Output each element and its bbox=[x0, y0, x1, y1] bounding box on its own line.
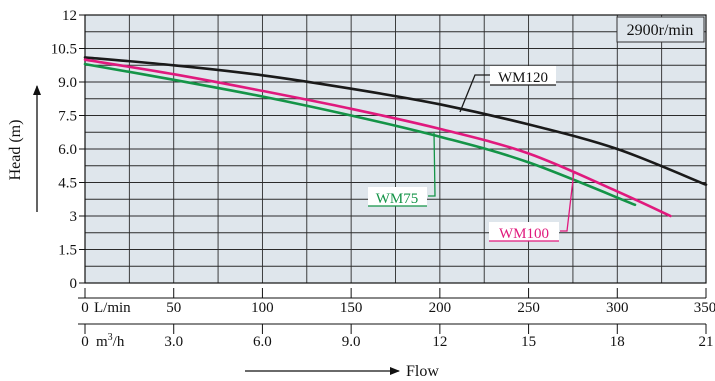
x-axis-m3h-ticks: 0 3.0 6.0 9.0 12 15 18 21 m3/h bbox=[78, 323, 714, 350]
y-tick-label: 10.5 bbox=[51, 42, 77, 58]
x-tick-label-m3h: 6.0 bbox=[253, 334, 272, 350]
speed-box bbox=[616, 16, 705, 43]
x-tick-label-lmin: 50 bbox=[166, 300, 181, 316]
x-tick-label-m3h: 9.0 bbox=[342, 334, 361, 350]
x-axis-label: Flow bbox=[406, 363, 439, 380]
x-tick-label-m3h: 12 bbox=[432, 334, 447, 350]
x-axis-unit-m3h: m3/h bbox=[96, 332, 125, 350]
x-tick-label-lmin: 350 bbox=[694, 300, 715, 316]
series-label-bg-wm100 bbox=[489, 222, 559, 241]
x-tick-label-lmin: 150 bbox=[340, 300, 363, 316]
x-axis-lmin-ticks: 0 L/min 50 100 150 200 250 300 350 bbox=[78, 288, 715, 316]
y-tick-label: 0 bbox=[70, 276, 78, 292]
y-tick-label: 1.5 bbox=[58, 243, 77, 259]
series-labels: WM120 WM100 WM75 bbox=[368, 66, 575, 242]
x-axis-unit-lmin: L/min bbox=[94, 300, 131, 316]
y-axis-label: Head (m) bbox=[7, 120, 24, 181]
series-label-bg-wm75 bbox=[368, 187, 427, 206]
x-tick-label-lmin: 200 bbox=[429, 300, 452, 316]
y-axis-ticks: 0 1.5 3 4.5 6.0 7.5 9.0 10.5 12 bbox=[51, 8, 85, 292]
x-tick-label-m3h: 21 bbox=[699, 334, 714, 350]
y-tick-label: 4.5 bbox=[58, 176, 77, 192]
series-label-bg-wm120 bbox=[490, 66, 556, 85]
series-label-wm120: WM120 bbox=[498, 70, 548, 86]
y-tick-label: 12 bbox=[62, 8, 77, 24]
x-tick-label-m3h: 0 bbox=[81, 334, 89, 350]
series-lines bbox=[83, 56, 708, 218]
series-leader-wm120 bbox=[459, 74, 490, 113]
y-tick-label: 7.5 bbox=[58, 109, 77, 125]
y-tick-label: 6.0 bbox=[58, 142, 77, 158]
series-line-wm75 bbox=[83, 62, 637, 207]
series-leader-wm100 bbox=[560, 170, 575, 232]
series-line-wm100 bbox=[83, 58, 672, 218]
series-label-wm75: WM75 bbox=[376, 191, 419, 207]
y-tick-label: 9.0 bbox=[58, 75, 77, 91]
speed-note: 2900r/min bbox=[627, 22, 694, 39]
x-tick-label-m3h: 18 bbox=[610, 334, 625, 350]
y-tick-label: 3 bbox=[70, 209, 78, 225]
x-tick-label-lmin: 250 bbox=[517, 300, 540, 316]
x-tick-label-lmin: 300 bbox=[606, 300, 629, 316]
x-tick-label-lmin: 0 bbox=[81, 300, 89, 316]
series-line-wm120 bbox=[83, 56, 708, 186]
x-tick-label-m3h: 15 bbox=[521, 334, 536, 350]
x-tick-label-lmin: 100 bbox=[251, 300, 274, 316]
x-tick-label-m3h: 3.0 bbox=[164, 334, 183, 350]
series-label-wm100: WM100 bbox=[499, 226, 549, 242]
series-leader-wm75 bbox=[428, 131, 436, 197]
